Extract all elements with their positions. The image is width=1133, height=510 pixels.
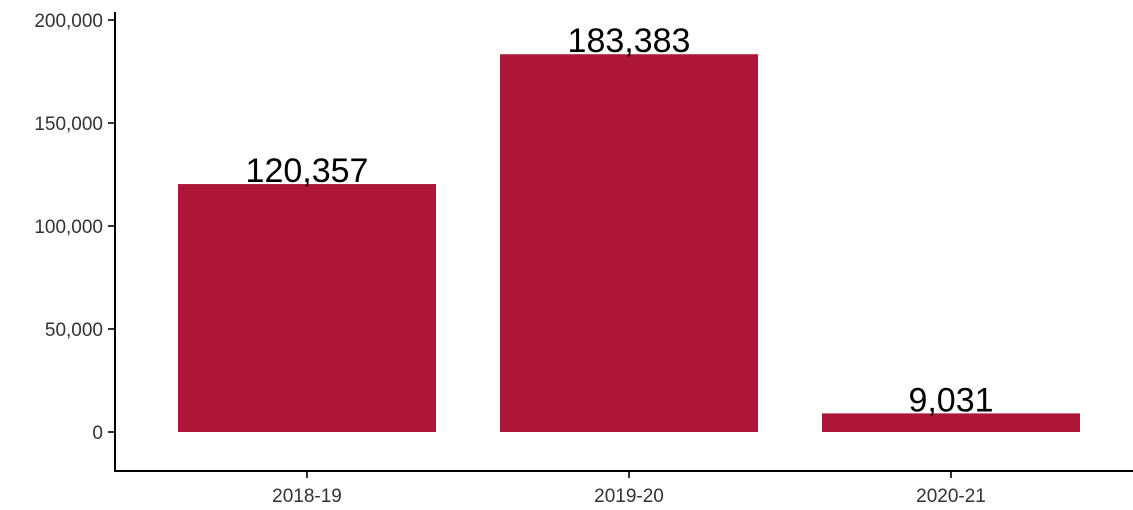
x-tick-label: 2020-21 — [916, 486, 986, 507]
bar — [500, 54, 758, 433]
x-tick-label: 2019-20 — [594, 486, 664, 507]
x-tick-label: 2018-19 — [272, 486, 342, 507]
bar-value-label: 120,357 — [246, 152, 369, 190]
bar — [822, 413, 1080, 432]
y-tick-label: 200,000 — [34, 11, 103, 32]
bar-value-label: 9,031 — [908, 381, 993, 419]
x-axis-ticks: 2018-19 2019-20 2020-21 — [272, 471, 986, 507]
bar — [178, 184, 436, 432]
bars — [178, 54, 1080, 433]
bar-value-label: 183,383 — [568, 22, 691, 60]
y-tick-label: 100,000 — [34, 217, 103, 238]
data-labels: 120,357 183,383 9,031 — [246, 22, 994, 419]
y-tick-label: 0 — [92, 423, 103, 444]
y-tick-label: 50,000 — [45, 320, 103, 341]
y-axis-ticks: 0 50,000 100,000 150,000 200,000 — [34, 11, 115, 444]
y-tick-label: 150,000 — [34, 114, 103, 135]
